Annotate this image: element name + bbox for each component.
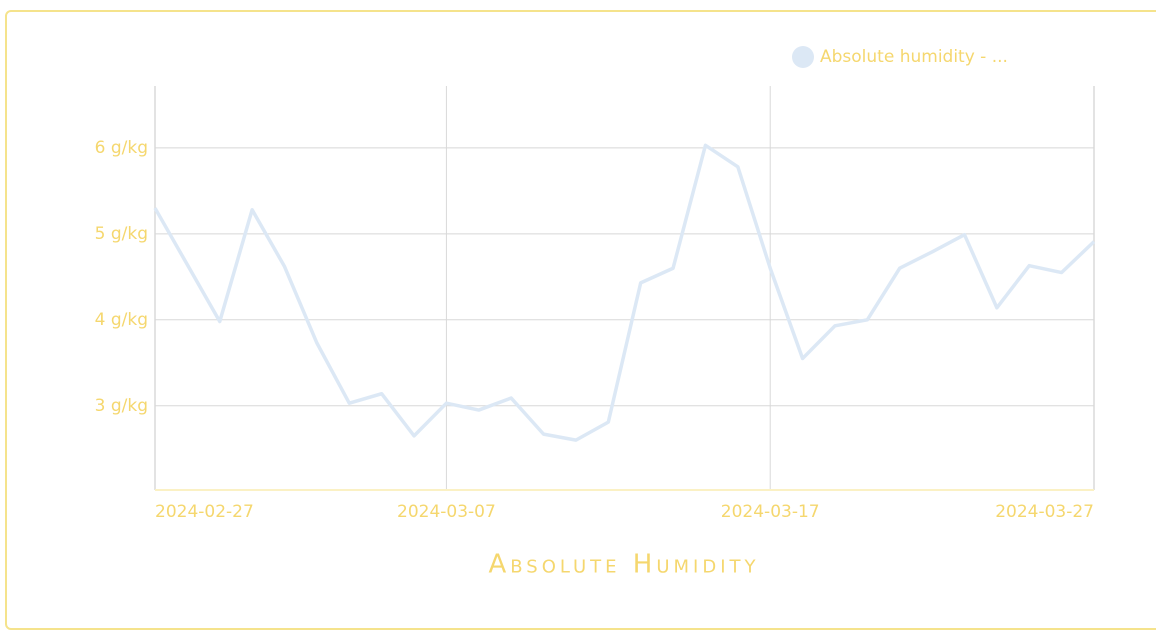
y-tick-label: 6 g/kg bbox=[95, 138, 148, 158]
legend-swatch bbox=[792, 46, 814, 68]
x-tick-label: 2024-03-17 bbox=[721, 502, 820, 522]
x-tick-label: 2024-03-07 bbox=[397, 502, 496, 522]
page: Absolute Humidity 3 g/kg 4 g/kg 5 g/kg 6 g/… bbox=[5, 10, 1156, 630]
chart-title: Absolute Humidity bbox=[488, 550, 759, 580]
legend-label: Absolute humidity - ... bbox=[820, 47, 1008, 67]
y-tick-label: 4 g/kg bbox=[95, 310, 148, 330]
y-tick-label: 5 g/kg bbox=[95, 224, 148, 244]
series-line bbox=[153, 143, 1096, 442]
x-tick-label: 2024-03-27 bbox=[995, 502, 1094, 522]
x-tick-label: 2024-02-27 bbox=[155, 502, 254, 522]
chart: Absolute Humidity 3 g/kg 4 g/kg 5 g/kg 6 g/… bbox=[95, 46, 1096, 580]
y-tick-label: 3 g/kg bbox=[95, 396, 148, 416]
